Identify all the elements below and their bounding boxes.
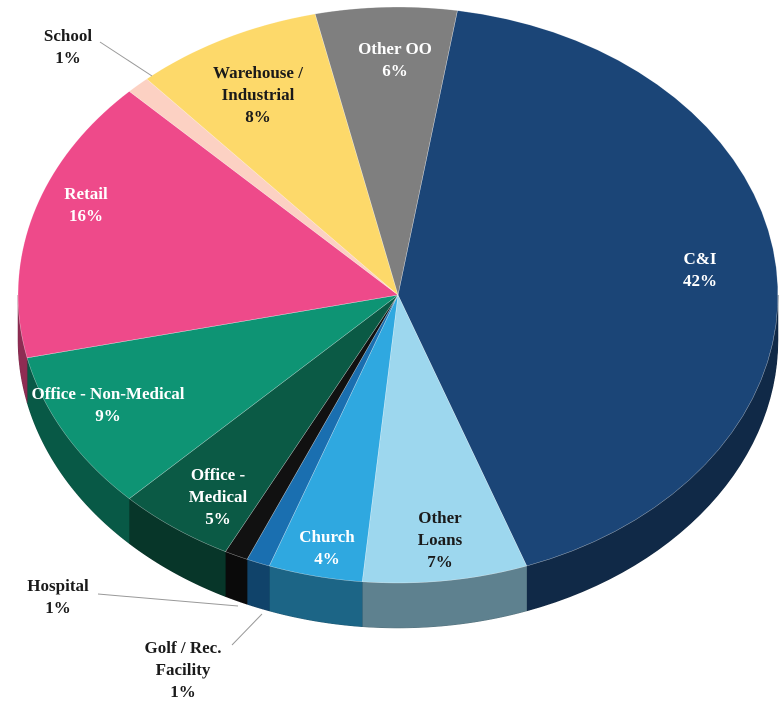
slice xyxy=(129,294,399,552)
value-label: 9% xyxy=(95,406,121,425)
slice xyxy=(397,10,778,567)
slice-label: School 1% xyxy=(28,25,108,69)
slice xyxy=(129,78,399,296)
slice-side xyxy=(225,551,248,605)
leader-line xyxy=(97,593,239,607)
slice xyxy=(314,6,458,296)
category-label: Golf / Rec. Facility xyxy=(144,638,222,679)
slice xyxy=(269,294,399,582)
slice-label: C&I 42% xyxy=(655,248,745,292)
slice-label: Golf / Rec. Facility 1% xyxy=(123,637,243,703)
category-label: Church xyxy=(299,527,355,546)
category-label: C&I xyxy=(683,249,717,268)
category-label: Office - Non-Medical xyxy=(31,384,185,403)
value-label: 8% xyxy=(245,107,271,126)
slice-label: Retail 16% xyxy=(41,183,131,227)
category-label: Warehouse / Industrial xyxy=(213,63,303,104)
slice xyxy=(246,294,399,567)
slice-side xyxy=(246,558,270,612)
category-label: Other OO xyxy=(358,39,432,58)
value-label: 16% xyxy=(69,206,103,225)
slice-label: Warehouse / Industrial 8% xyxy=(193,62,323,128)
leader-line xyxy=(231,613,263,646)
slice-label: Other Loans 7% xyxy=(395,507,485,573)
slice-label: Church 4% xyxy=(287,526,367,570)
category-label: Other Loans xyxy=(417,508,463,549)
slice xyxy=(225,294,399,560)
category-label: Hospital xyxy=(27,576,89,595)
value-label: 4% xyxy=(314,549,340,568)
value-label: 1% xyxy=(170,682,196,701)
slice-label: Hospital 1% xyxy=(13,575,103,619)
slice-label: Office - Non-Medical 9% xyxy=(28,383,188,427)
slice xyxy=(26,294,399,499)
value-label: 5% xyxy=(205,509,231,528)
value-label: 7% xyxy=(427,552,453,571)
category-label: Office - Medical xyxy=(188,465,248,506)
category-label: Retail xyxy=(64,184,108,203)
leader-line xyxy=(99,41,153,77)
value-label: 1% xyxy=(55,48,81,67)
slice-label: Office - Medical 5% xyxy=(173,464,263,530)
category-label: School xyxy=(43,26,93,45)
value-label: 6% xyxy=(382,61,408,80)
slice xyxy=(362,294,527,584)
slice xyxy=(146,13,399,296)
value-label: 42% xyxy=(683,271,717,290)
slice-label: Other OO 6% xyxy=(330,38,460,82)
slice xyxy=(17,91,399,358)
value-label: 1% xyxy=(45,598,71,617)
